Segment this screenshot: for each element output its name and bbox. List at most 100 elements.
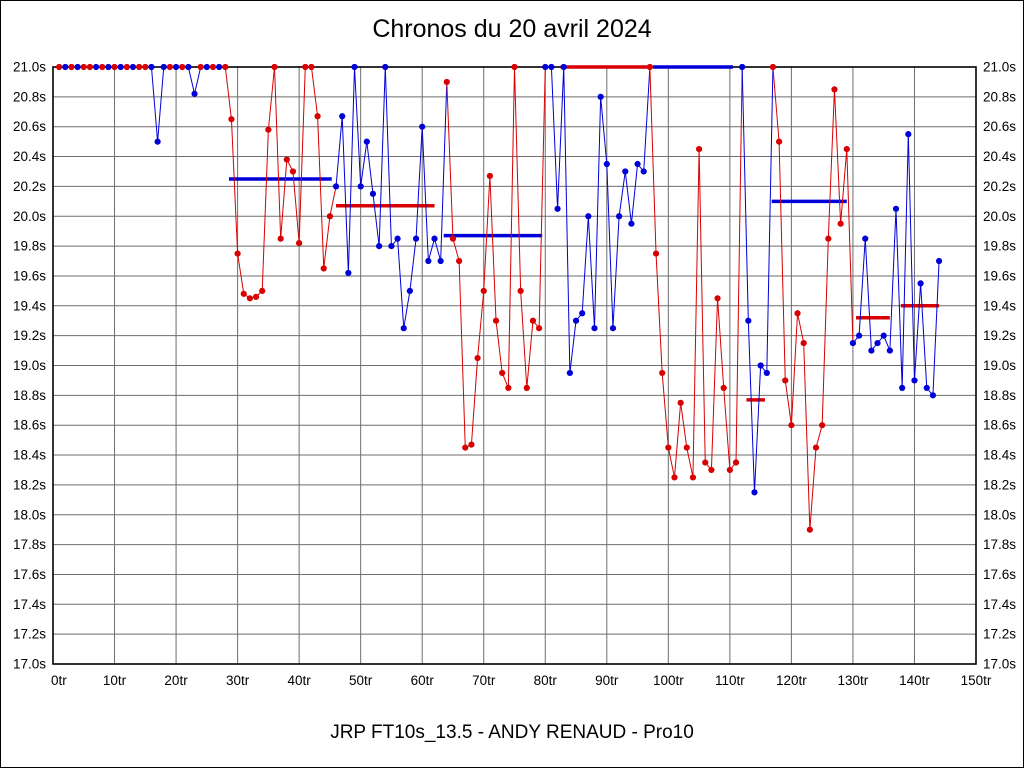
y-tick-label: 21.0s bbox=[13, 60, 46, 75]
lap-point bbox=[505, 384, 512, 391]
lap-point bbox=[425, 257, 432, 265]
y-tick-label: 20.0s bbox=[13, 209, 46, 224]
lap-line-segment bbox=[514, 66, 522, 291]
lap-line-segment bbox=[612, 216, 620, 329]
y-tick-label: 20.6s bbox=[13, 119, 46, 134]
lap-point bbox=[369, 190, 377, 197]
lap-point bbox=[123, 63, 130, 71]
lap-line-segment bbox=[790, 313, 799, 426]
lap-point bbox=[745, 317, 752, 324]
y-tick-label: 19.2s bbox=[13, 328, 46, 343]
lap-point bbox=[696, 145, 703, 153]
lap-line-segment bbox=[495, 320, 503, 374]
lap-point bbox=[880, 332, 887, 339]
lap-point bbox=[406, 287, 413, 294]
lap-line-segment bbox=[470, 358, 479, 445]
lap-point bbox=[388, 243, 395, 250]
lap-point bbox=[862, 235, 869, 242]
lap-line-segment bbox=[489, 175, 497, 321]
lap-point bbox=[788, 422, 795, 429]
lap-line-segment bbox=[618, 171, 626, 217]
lap-point bbox=[548, 63, 555, 71]
lap-line-segment bbox=[230, 119, 239, 254]
lap-point bbox=[154, 138, 161, 145]
lap-line-segment bbox=[347, 66, 356, 273]
lap-point bbox=[474, 354, 481, 362]
lap-point bbox=[468, 441, 475, 448]
lap-point bbox=[86, 63, 94, 71]
lap-point bbox=[271, 63, 278, 71]
lap-line-segment bbox=[397, 238, 405, 329]
lap-point bbox=[917, 280, 924, 287]
x-tick-label: 50tr bbox=[349, 673, 373, 688]
x-tick-label: 70tr bbox=[472, 673, 496, 688]
lap-point bbox=[591, 325, 598, 332]
lap-point bbox=[634, 160, 641, 168]
grid-layer bbox=[52, 66, 977, 665]
x-tick-label: 80tr bbox=[534, 673, 558, 688]
lap-line-segment bbox=[409, 238, 417, 291]
lap-point bbox=[720, 384, 727, 391]
lap-line-segment bbox=[292, 171, 300, 244]
y-tick-label: 18.8s bbox=[983, 388, 1016, 403]
lap-point bbox=[855, 332, 863, 339]
lap-point bbox=[99, 63, 106, 71]
lap-point bbox=[523, 384, 530, 391]
y-tick-label: 20.8s bbox=[13, 89, 46, 104]
lap-line-segment bbox=[600, 96, 608, 165]
lap-point bbox=[652, 250, 660, 257]
lap-line-segment bbox=[317, 116, 325, 269]
lap-point bbox=[560, 63, 567, 71]
lap-line-segment bbox=[606, 163, 614, 329]
lap-point bbox=[437, 257, 444, 265]
lap-point bbox=[197, 63, 204, 71]
y-tick-label: 19.0s bbox=[983, 358, 1016, 373]
lap-line-segment bbox=[452, 238, 460, 262]
lap-line-segment bbox=[864, 238, 872, 351]
lap-point bbox=[111, 63, 118, 71]
x-tick-label: 90tr bbox=[595, 673, 619, 688]
x-tick-label: 40tr bbox=[287, 673, 311, 688]
lap-line-segment bbox=[643, 66, 651, 172]
lap-line-segment bbox=[298, 66, 306, 244]
lap-line-segment bbox=[261, 129, 269, 291]
lap-line-segment bbox=[569, 320, 577, 374]
lap-line-segment bbox=[581, 216, 589, 314]
chart-title: Chronos du 20 avril 2024 bbox=[372, 15, 652, 43]
lap-point bbox=[357, 183, 364, 190]
lap-point bbox=[899, 384, 906, 391]
lap-point bbox=[252, 293, 260, 300]
lap-line-segment bbox=[913, 283, 922, 381]
lap-point bbox=[68, 63, 75, 71]
lap-line-segment bbox=[550, 66, 559, 209]
y-tick-label: 17.0s bbox=[983, 657, 1016, 672]
lap-line-segment bbox=[624, 171, 632, 224]
lap-line-segment bbox=[858, 238, 866, 336]
lap-point bbox=[849, 340, 857, 347]
lap-point bbox=[412, 235, 420, 242]
y-tick-label: 19.4s bbox=[13, 298, 46, 313]
lap-point bbox=[400, 325, 407, 332]
lap-line-segment bbox=[667, 447, 675, 478]
lap-line-segment bbox=[723, 387, 731, 471]
lap-line-segment bbox=[753, 365, 762, 493]
lap-line-segment bbox=[440, 81, 448, 262]
y-tick-label: 17.2s bbox=[13, 627, 46, 642]
lap-point bbox=[843, 145, 850, 153]
lap-point bbox=[499, 369, 506, 377]
lap-line-segment bbox=[194, 66, 202, 94]
lap-line-segment bbox=[680, 402, 688, 448]
lap-line-segment bbox=[341, 116, 349, 273]
lap-point bbox=[542, 63, 549, 71]
y-tick-label: 19.4s bbox=[983, 298, 1016, 313]
lap-line-segment bbox=[526, 320, 534, 388]
x-tick-label: 100tr bbox=[653, 673, 684, 688]
lap-point bbox=[775, 138, 783, 145]
lap-point bbox=[769, 63, 777, 71]
lap-point bbox=[782, 377, 789, 384]
lap-point bbox=[185, 63, 192, 71]
lap-point bbox=[166, 63, 174, 71]
lap-line-segment bbox=[686, 447, 694, 478]
y-tick-label: 17.4s bbox=[983, 597, 1016, 612]
lap-line-segment bbox=[772, 66, 780, 142]
